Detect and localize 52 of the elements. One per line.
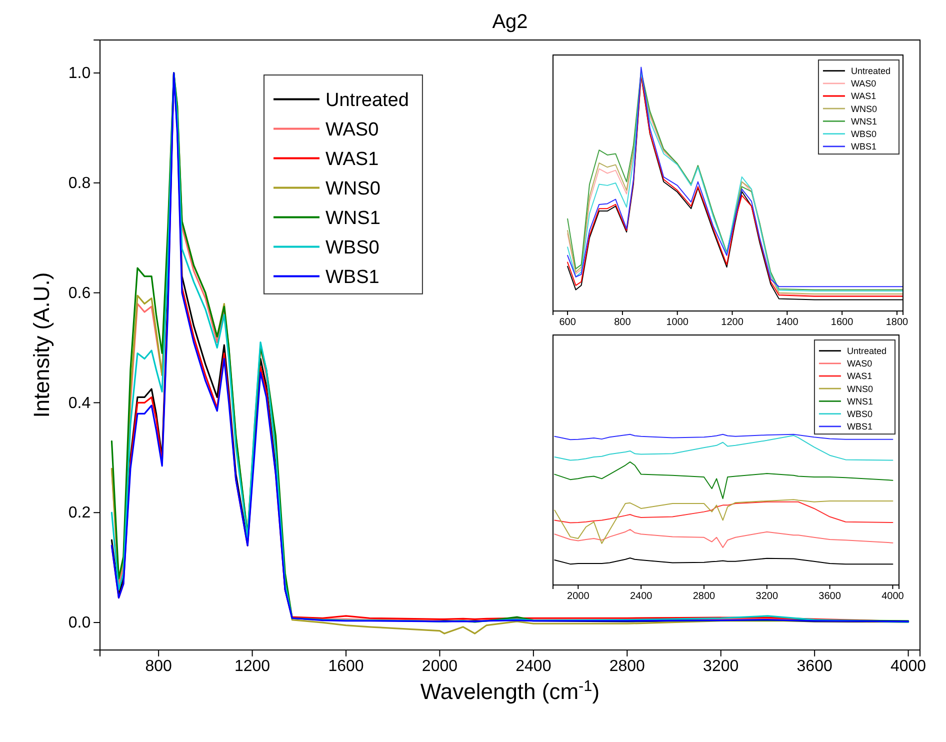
legend-label: WNS0 xyxy=(850,104,877,114)
x-tick-label: 2800 xyxy=(692,591,716,602)
x-tick-label: 600 xyxy=(559,317,576,328)
legend-label: WNS0 xyxy=(326,178,380,200)
legend-label: WNS1 xyxy=(846,396,873,406)
x-tick-label: 1600 xyxy=(830,317,854,328)
legend-label: Untreated xyxy=(326,90,409,111)
legend-label: WBS1 xyxy=(846,422,872,432)
y-tick-label: 0.8 xyxy=(68,175,91,192)
legend-label: WAS0 xyxy=(326,119,379,140)
legend-label: WBS1 xyxy=(850,142,876,152)
x-tick-label: 3200 xyxy=(703,658,739,675)
x-tick-label: 1200 xyxy=(234,658,270,675)
legend-label: WAS0 xyxy=(850,78,876,89)
y-axis-title: Intensity (A.U.) xyxy=(28,272,54,418)
x-tick-label: 1200 xyxy=(721,317,744,328)
x-tick-label: 2400 xyxy=(630,591,653,602)
legend-label: Untreated xyxy=(846,346,886,356)
y-tick-label: 0.6 xyxy=(68,284,91,302)
legend-label: WBS0 xyxy=(326,237,380,258)
x-tick-label: 1000 xyxy=(666,317,689,328)
legend-label: WAS0 xyxy=(846,358,872,369)
x-tick-label: 3600 xyxy=(818,591,842,602)
x-tick-label: 4000 xyxy=(882,591,904,602)
x-tick-label: 800 xyxy=(614,317,632,328)
y-tick-label: 0.4 xyxy=(68,394,91,412)
x-tick-label: 1600 xyxy=(328,658,364,675)
x-tick-label: 2000 xyxy=(422,658,458,675)
legend-label: Untreated xyxy=(850,66,890,76)
legend-label: WBS1 xyxy=(326,266,380,288)
x-tick-label: 800 xyxy=(145,658,172,675)
x-tick-label: 2400 xyxy=(516,658,552,675)
y-tick-label: 0.0 xyxy=(68,614,91,632)
chart-title: Ag2 xyxy=(492,11,528,33)
x-tick-label: 1800 xyxy=(886,317,909,328)
x-tick-label: 2000 xyxy=(567,591,590,602)
legend-label: WAS1 xyxy=(326,148,379,170)
x-axis-title: Wavelength (cm$^{-1}$) xyxy=(420,678,600,704)
x-tick-label: 2800 xyxy=(609,658,646,675)
x-tick-label: 3600 xyxy=(796,658,832,675)
legend-label: WBS0 xyxy=(846,408,872,419)
legend-label: WNS0 xyxy=(846,384,873,394)
y-tick-label: 1.0 xyxy=(68,65,91,82)
x-tick-label: 1400 xyxy=(776,317,799,328)
legend-label: WAS1 xyxy=(846,371,872,382)
y-tick-label: 0.2 xyxy=(68,504,91,522)
x-tick-label: 3200 xyxy=(756,591,778,602)
legend-label: WAS1 xyxy=(850,91,876,102)
x-tick-label: 4000 xyxy=(890,658,926,675)
legend-label: WNS1 xyxy=(326,208,380,229)
legend-label: WBS0 xyxy=(850,128,876,139)
legend-label: WNS1 xyxy=(850,116,877,126)
